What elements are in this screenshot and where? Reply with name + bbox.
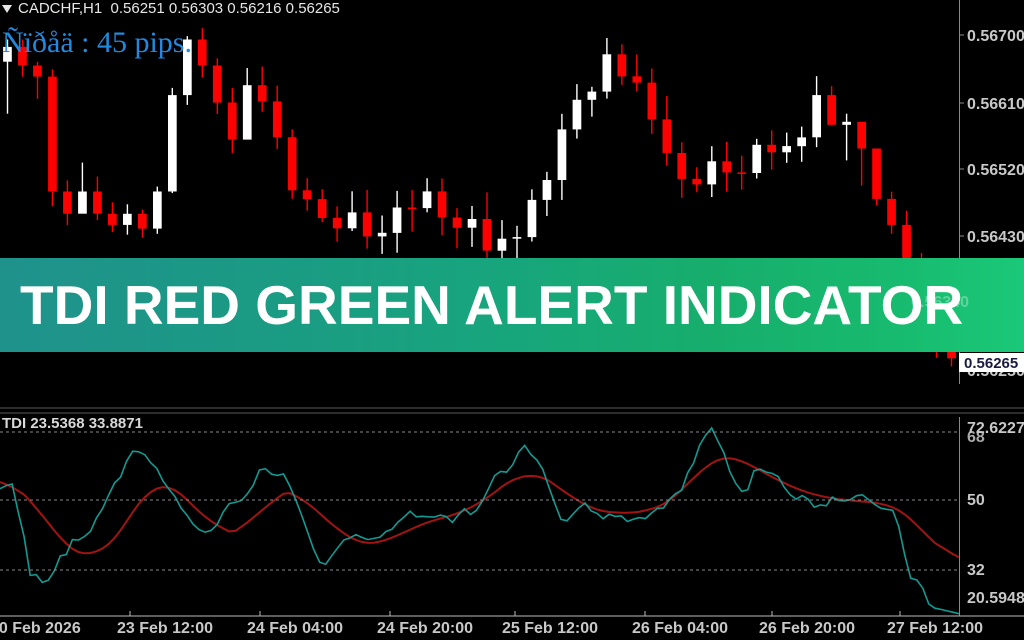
svg-text:0.56430: 0.56430 bbox=[967, 229, 1024, 246]
svg-text:0.56265: 0.56265 bbox=[964, 355, 1018, 372]
svg-text:TDI 23.5368 33.8871: TDI 23.5368 33.8871 bbox=[2, 415, 143, 432]
svg-text:27 Feb 12:00: 27 Feb 12:00 bbox=[887, 620, 983, 637]
svg-text:24 Feb 04:00: 24 Feb 04:00 bbox=[247, 620, 343, 637]
svg-text:Ñïðåä : 45 pips.: Ñïðåä : 45 pips. bbox=[2, 26, 192, 59]
svg-text:20 Feb 2026: 20 Feb 2026 bbox=[0, 620, 81, 637]
svg-text:23 Feb 12:00: 23 Feb 12:00 bbox=[117, 620, 213, 637]
svg-text:0.56610: 0.56610 bbox=[967, 96, 1024, 113]
svg-text:25 Feb 12:00: 25 Feb 12:00 bbox=[502, 620, 598, 637]
svg-text:24 Feb 20:00: 24 Feb 20:00 bbox=[377, 620, 473, 637]
svg-text:26 Feb 04:00: 26 Feb 04:00 bbox=[632, 620, 728, 637]
svg-text:0.56700: 0.56700 bbox=[967, 28, 1024, 45]
svg-text:0.56520: 0.56520 bbox=[967, 162, 1024, 179]
svg-text:68: 68 bbox=[967, 429, 985, 446]
svg-text:CADCHF,H1 0.56251 0.56303 0.5: CADCHF,H1 0.56251 0.56303 0.56216 0.5626… bbox=[18, 0, 340, 17]
svg-text:20.5948: 20.5948 bbox=[967, 590, 1024, 607]
svg-text:32: 32 bbox=[967, 562, 985, 579]
svg-text:50: 50 bbox=[967, 492, 985, 509]
svg-text:26 Feb 20:00: 26 Feb 20:00 bbox=[759, 620, 855, 637]
